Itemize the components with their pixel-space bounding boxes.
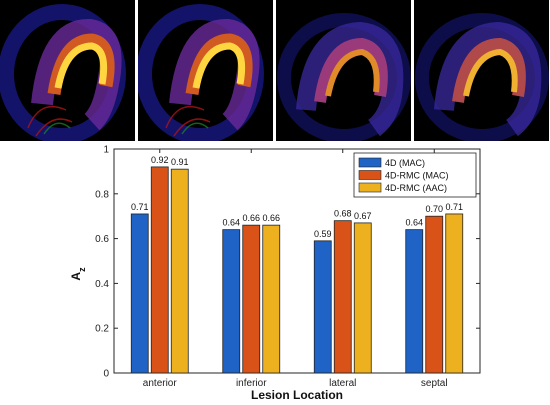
y-tick-label: 0.4 — [95, 279, 109, 290]
y-tick-label: 0.8 — [95, 189, 109, 200]
cardiac-image-strip — [0, 0, 550, 141]
az-bar-chart: 0 0.2 0.4 0.6 0.8 1 anterior inferior lateral sep… — [69, 145, 481, 402]
bar-anterior-series-2 — [150, 166, 169, 374]
data-label-anterior-series-3: 0.91 — [171, 157, 189, 167]
legend-swatch-series-1 — [358, 157, 382, 168]
legend-swatch-series-2 — [358, 170, 382, 180]
data-label-lateral-series-1: 0.59 — [314, 229, 332, 239]
legend-label-series-2: 4D-RMC (MAC) — [385, 171, 449, 181]
legend-swatch-series-3 — [358, 182, 382, 193]
data-label-inferior-series-2: 0.66 — [242, 213, 260, 223]
x-axis-title: Lesion Location — [251, 388, 343, 402]
bar-lateral-series-2 — [333, 220, 352, 374]
x-tick-label-anterior: anterior — [143, 378, 178, 389]
y-axis-title-main: A — [69, 272, 83, 281]
bar-septal-series-2 — [425, 215, 444, 374]
cardiac-image-panel-4 — [414, 0, 549, 141]
x-tick-label-lateral: lateral — [329, 378, 356, 389]
data-label-septal-series-2: 0.70 — [425, 204, 443, 214]
cardiac-image-panel-1 — [0, 0, 135, 141]
bar-anterior-series-1 — [130, 213, 149, 374]
bar-inferior-series-1 — [222, 229, 241, 374]
x-tick-label-septal: septal — [421, 378, 448, 389]
x-tick-label-inferior: inferior — [236, 378, 267, 389]
chart-legend: 4D (MAC) 4D-RMC (MAC) 4D-RMC (AAC) — [353, 152, 477, 198]
y-axis-title-subscript: z — [77, 267, 87, 272]
legend-label-series-1: 4D (MAC) — [385, 158, 425, 168]
data-label-anterior-series-2: 0.92 — [151, 155, 169, 165]
y-tick-label: 0 — [103, 369, 109, 380]
y-tick-label: 1 — [103, 145, 109, 156]
legend-label-series-3: 4D-RMC (AAC) — [385, 183, 447, 193]
data-label-lateral-series-3: 0.67 — [354, 211, 372, 221]
bar-septal-series-1 — [405, 229, 424, 374]
y-tick-label: 0.6 — [95, 234, 109, 245]
data-label-anterior-series-1: 0.71 — [131, 202, 149, 212]
cardiac-image-panel-3 — [276, 0, 411, 141]
bar-lateral-series-1 — [313, 240, 332, 374]
bar-lateral-series-3 — [353, 222, 372, 374]
data-label-septal-series-3: 0.71 — [445, 202, 463, 212]
chart-bars — [130, 166, 464, 374]
data-label-inferior-series-3: 0.66 — [262, 213, 280, 223]
data-label-lateral-series-2: 0.68 — [334, 209, 352, 219]
bar-inferior-series-2 — [242, 224, 261, 374]
y-tick-label: 0.2 — [95, 324, 109, 335]
bar-inferior-series-3 — [262, 224, 281, 374]
cardiac-image-panel-2 — [138, 0, 273, 141]
data-label-septal-series-1: 0.64 — [405, 218, 423, 228]
chart-data-labels: 0.710.92 0.910.64 0.66 0.660.590.68 0.670.64… — [131, 155, 463, 239]
bar-septal-series-3 — [445, 213, 464, 374]
data-label-inferior-series-1: 0.64 — [222, 218, 240, 228]
y-axis-title: Az — [69, 267, 87, 281]
bar-anterior-series-3 — [170, 168, 189, 374]
